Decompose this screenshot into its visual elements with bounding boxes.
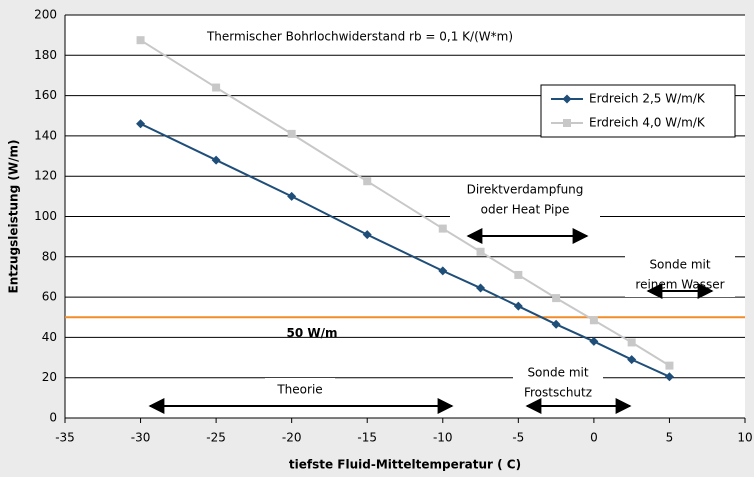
point (551, 319, 561, 329)
x-tick-label: -35 (55, 431, 75, 445)
point (287, 129, 296, 138)
annotation-box (450, 178, 600, 222)
annotation-box (513, 361, 603, 405)
point (287, 191, 297, 201)
y-tick-label: 200 (34, 8, 57, 22)
point (552, 294, 561, 303)
annotation: Frostschutz (524, 386, 592, 400)
point (589, 316, 598, 325)
x-tick-label: 5 (666, 431, 674, 445)
point (627, 338, 636, 347)
y-tick-label: 180 (34, 48, 57, 62)
y-axis-label: Entzugsleistung (W/m) (7, 140, 21, 294)
annotation: oder Heat Pipe (481, 203, 570, 217)
annotation: Theorie (276, 383, 322, 397)
point (476, 283, 486, 293)
legend-marker (563, 119, 571, 127)
annotation: Sonde mit (527, 366, 588, 380)
annotation: Sonde mit (649, 258, 710, 272)
y-tick-label: 160 (34, 88, 57, 102)
annotation-title: Thermischer Bohrlochwiderstand rb = 0,1 … (206, 30, 513, 44)
legend (540, 84, 736, 138)
legend-marker (562, 94, 572, 104)
legend-label: Erdreich 4,0 W/m/K (589, 116, 706, 130)
point (362, 230, 372, 240)
y-tick-label: 0 (49, 411, 57, 425)
x-tick-label: -25 (206, 431, 226, 445)
point (136, 36, 145, 45)
annotation: Direktverdampfung (467, 183, 584, 197)
x-tick-label: -15 (357, 431, 377, 445)
y-tick-label: 60 (42, 290, 57, 304)
point (211, 155, 221, 165)
x-tick-label: 0 (590, 431, 598, 445)
point (513, 301, 523, 311)
x-axis-label: tiefste Fluid-Mitteltemperatur ( C) (289, 458, 521, 472)
y-tick-label: 120 (34, 169, 57, 183)
point (589, 336, 599, 346)
point (438, 224, 447, 233)
x-tick-label: -5 (512, 431, 524, 445)
x-tick-label: -10 (433, 431, 453, 445)
legend-label: Erdreich 2,5 W/m/K (589, 92, 706, 106)
point (136, 119, 146, 129)
x-tick-label: -30 (131, 431, 151, 445)
y-tick-label: 20 (42, 370, 57, 384)
point (665, 361, 674, 370)
x-tick-label: 10 (737, 431, 752, 445)
point (363, 177, 372, 186)
point (438, 266, 448, 276)
annotation: reinem Wasser (635, 278, 724, 292)
y-tick-label: 140 (34, 128, 57, 142)
y-tick-label: 80 (42, 249, 57, 263)
point (212, 83, 221, 92)
x-tick-label: -20 (282, 431, 302, 445)
reference-label: 50 W/m (287, 326, 338, 340)
point (664, 372, 674, 382)
y-tick-label: 40 (42, 330, 57, 344)
point (627, 355, 637, 365)
point (476, 247, 485, 256)
y-tick-label: 100 (34, 209, 57, 223)
point (514, 270, 523, 279)
